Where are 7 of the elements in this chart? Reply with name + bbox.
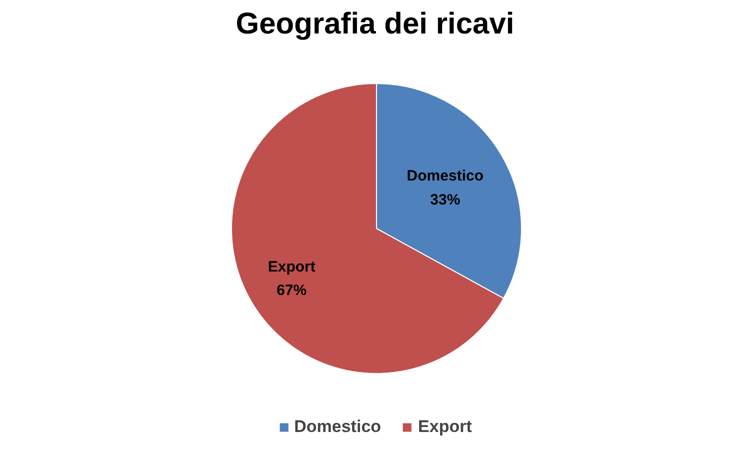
legend-label: Domestico bbox=[294, 417, 382, 437]
legend-label: Export bbox=[418, 417, 472, 437]
data-label: 33% bbox=[430, 191, 460, 208]
chart-title: Geografia dei ricavi bbox=[236, 8, 514, 40]
slice-label: Domestico bbox=[406, 168, 484, 185]
data-label: 67% bbox=[276, 282, 307, 300]
slice-label: Export bbox=[268, 258, 316, 276]
